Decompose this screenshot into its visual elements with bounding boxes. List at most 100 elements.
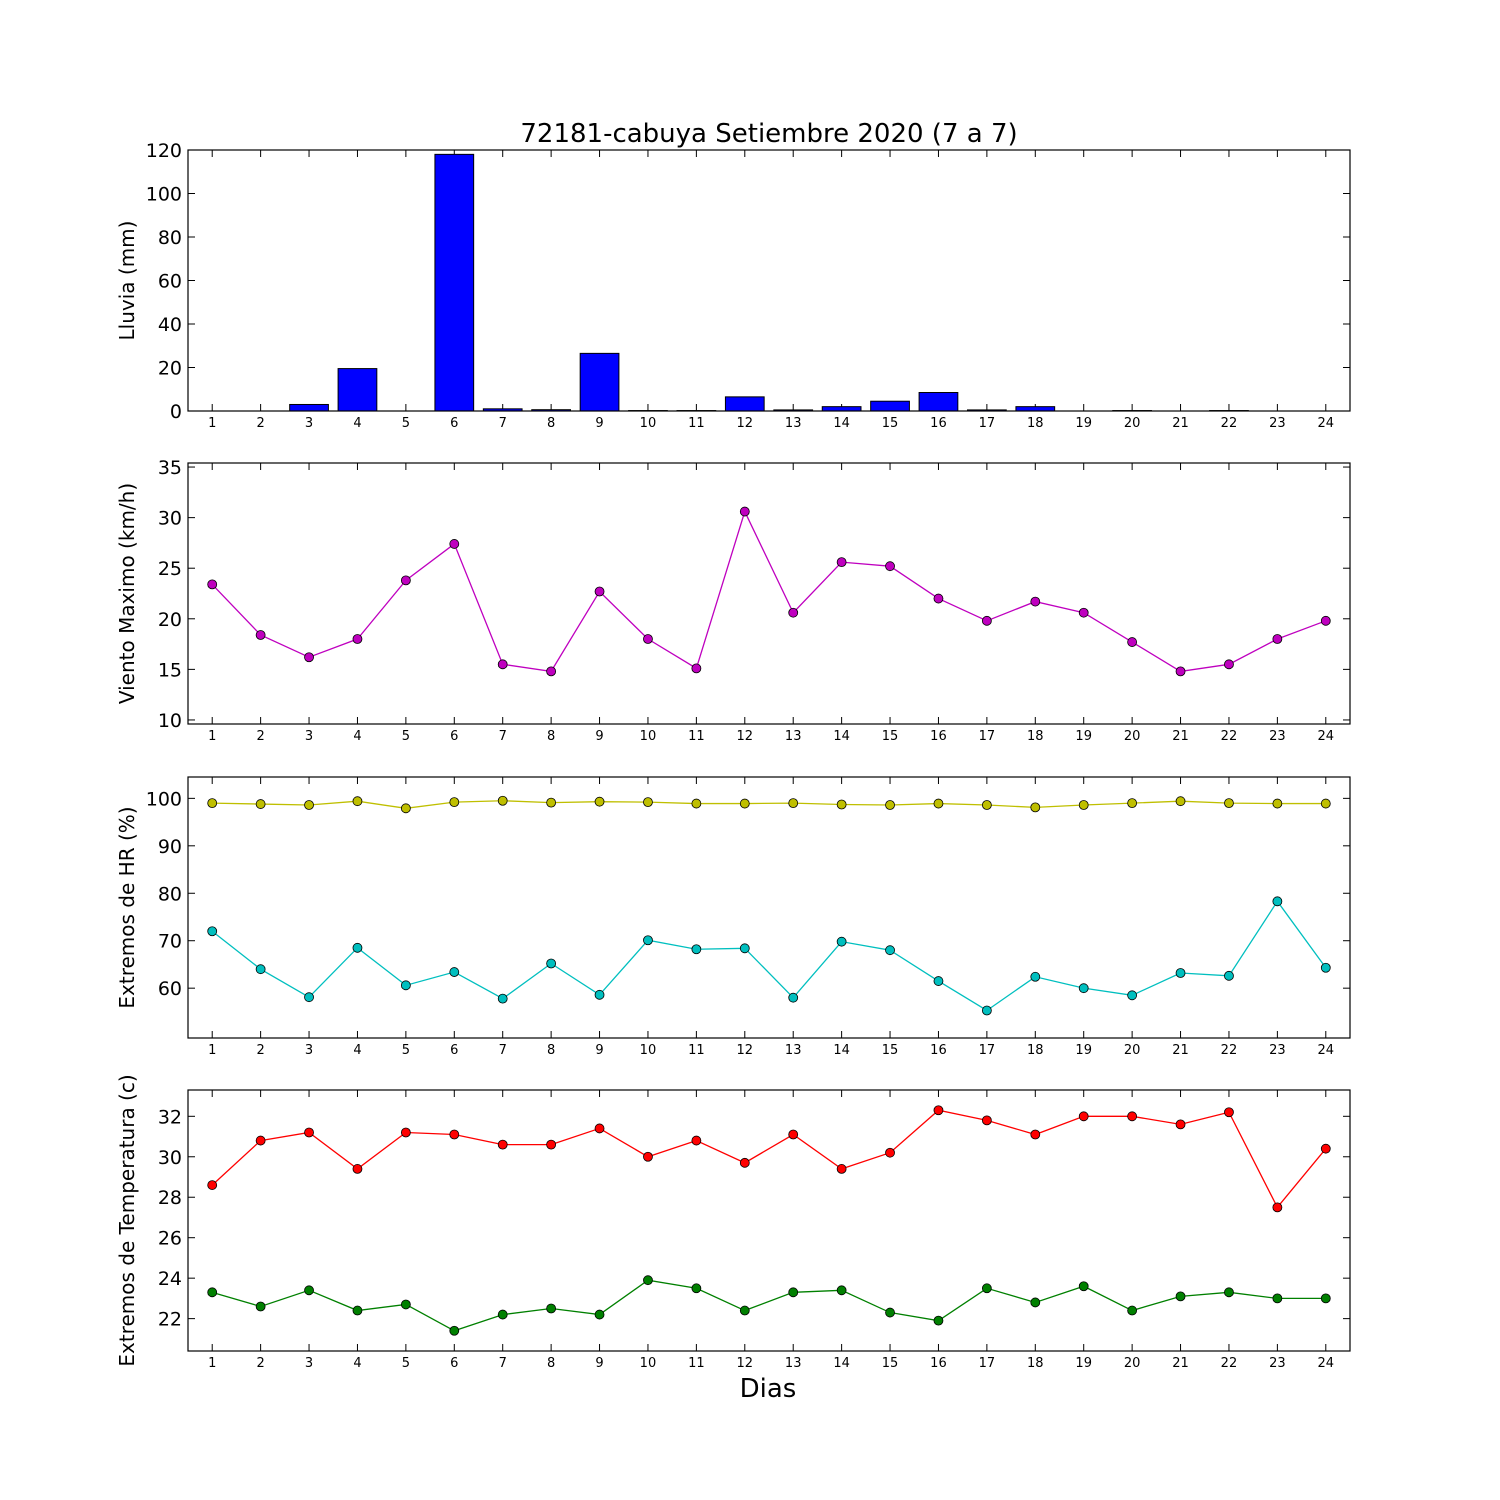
data-point-series1-day-13 [788, 1129, 799, 1140]
data-point-series2-day-8 [546, 1303, 557, 1314]
data-point-series2-day-1 [207, 1287, 218, 1298]
x-tick-label: 1 [208, 729, 216, 744]
data-point-series2-day-19 [1078, 983, 1089, 994]
data-point-series2-day-4 [352, 942, 363, 953]
data-point-series1-day-7 [497, 659, 508, 670]
data-point-series1-day-10 [643, 634, 653, 644]
data-point-series1-day-23 [1272, 798, 1283, 809]
x-tick-label: 9 [595, 1043, 603, 1058]
x-tick-label: 16 [930, 1356, 947, 1371]
x-tick-label: 20 [1124, 1043, 1141, 1058]
y-axis-label: Lluvia (mm) [115, 221, 139, 341]
x-tick-label: 21 [1172, 416, 1189, 431]
data-point-series1-day-16 [933, 593, 944, 604]
bar-day-7 [482, 408, 523, 411]
data-point-series1-day-21 [1175, 796, 1186, 807]
data-point-series1-day-5 [400, 575, 411, 586]
x-tick-label: 8 [547, 729, 555, 744]
series-line-1 [212, 800, 1326, 809]
y-tick-label: 10 [158, 710, 182, 732]
data-point-series1-day-24 [1320, 615, 1331, 626]
data-point-series2-day-23 [1272, 896, 1283, 907]
data-point-series2-day-6 [449, 1325, 460, 1336]
x-tick-label: 21 [1172, 1356, 1189, 1371]
data-point-series1-day-21 [1175, 1119, 1186, 1130]
data-point-series2-day-2 [255, 1301, 266, 1312]
data-point-series2-day-10 [643, 935, 653, 946]
y-tick-label: 0 [170, 401, 182, 423]
data-point-series1-day-18 [1030, 802, 1041, 813]
x-tick-label: 24 [1318, 1043, 1335, 1058]
y-tick-label: 60 [158, 271, 182, 293]
y-tick-label: 60 [158, 978, 182, 1000]
y-tick-label: 20 [158, 358, 182, 380]
x-tick-label: 8 [547, 1043, 555, 1058]
x-tick-label: 1 [208, 1356, 216, 1371]
y-tick-label: 100 [146, 788, 182, 810]
x-tick-label: 4 [353, 1043, 361, 1058]
data-point-series2-day-21 [1175, 968, 1186, 978]
x-tick-label: 21 [1172, 1043, 1189, 1058]
data-point-series1-day-17 [981, 1115, 992, 1126]
data-point-series2-day-15 [885, 1307, 895, 1318]
x-tick-label: 13 [785, 416, 802, 431]
x-tick-label: 5 [402, 729, 410, 744]
y-tick-label: 30 [158, 1147, 182, 1169]
x-tick-label: 12 [737, 1043, 754, 1058]
data-point-series1-day-11 [691, 1135, 702, 1146]
x-tick-label: 18 [1027, 416, 1044, 431]
x-tick-label: 24 [1318, 729, 1335, 744]
x-tick-label: 13 [785, 1043, 802, 1058]
x-tick-label: 23 [1269, 1043, 1286, 1058]
subplot-4: Extremos de Temperatura (c) 2224262830321… [115, 1074, 1351, 1371]
x-tick-label: 8 [547, 416, 555, 431]
y-tick-label: 26 [158, 1228, 182, 1250]
series-line-2 [211, 900, 1327, 1012]
data-point-series2-day-16 [933, 976, 944, 986]
data-point-series1-day-20 [1127, 637, 1138, 647]
data-point-series1-day-22 [1224, 798, 1234, 808]
y-tick-label: 100 [146, 184, 182, 206]
data-point-series2-day-14 [836, 936, 847, 947]
data-point-series2-day-13 [788, 1287, 799, 1298]
x-tick-label: 12 [737, 1356, 754, 1371]
y-tick-label: 15 [158, 659, 182, 681]
data-point-series1-day-14 [836, 799, 847, 810]
data-point-series1-day-14 [836, 557, 847, 568]
y-tick-label: 22 [158, 1309, 182, 1331]
x-tick-label: 24 [1318, 416, 1335, 431]
x-tick-label: 17 [979, 1356, 996, 1371]
x-tick-label: 11 [688, 416, 705, 431]
data-point-series2-day-11 [691, 1283, 702, 1294]
data-point-series1-day-11 [691, 798, 702, 809]
y-axis-label: Viento Maximo (km/h) [115, 483, 139, 704]
data-point-series1-day-7 [497, 1139, 508, 1150]
x-tick-label: 8 [547, 1356, 555, 1371]
data-point-series1-day-1 [207, 798, 218, 808]
data-point-series1-day-2 [255, 630, 266, 640]
data-point-series1-day-19 [1078, 800, 1089, 810]
x-tick-label: 12 [737, 416, 754, 431]
y-axis-label: Extremos de HR (%) [115, 806, 139, 1008]
data-point-series2-day-6 [449, 967, 460, 977]
data-point-series1-day-9 [594, 586, 605, 597]
x-tick-label: 20 [1124, 1356, 1141, 1371]
x-tick-label: 2 [256, 729, 264, 744]
bar-day-12 [724, 396, 765, 411]
data-point-series1-day-17 [981, 615, 992, 626]
bar-day-16 [918, 392, 959, 411]
data-point-series1-day-3 [304, 800, 314, 810]
x-tick-label: 15 [882, 1043, 899, 1058]
x-tick-label: 5 [402, 1043, 410, 1058]
data-point-series2-day-11 [691, 944, 702, 955]
x-tick-label: 7 [499, 1043, 507, 1058]
y-tick-label: 70 [158, 931, 182, 953]
x-tick-label: 17 [979, 416, 996, 431]
x-tick-label: 2 [256, 1043, 264, 1058]
x-tick-label: 15 [882, 1356, 899, 1371]
x-tick-label: 23 [1269, 416, 1286, 431]
